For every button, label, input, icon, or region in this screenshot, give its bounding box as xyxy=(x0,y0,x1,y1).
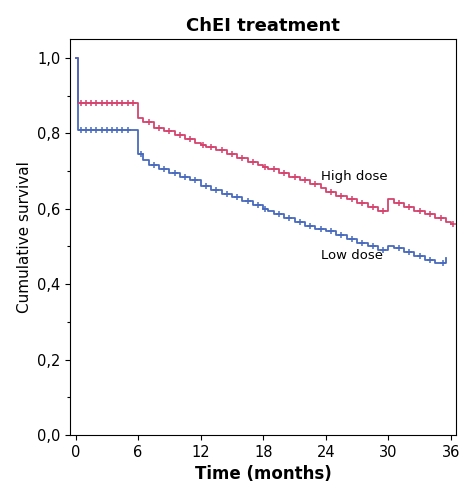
Text: High dose: High dose xyxy=(320,170,387,183)
Title: ChEI treatment: ChEI treatment xyxy=(186,16,339,34)
Y-axis label: Cumulative survival: Cumulative survival xyxy=(17,161,31,313)
Text: Low dose: Low dose xyxy=(320,250,382,262)
X-axis label: Time (months): Time (months) xyxy=(195,466,331,483)
